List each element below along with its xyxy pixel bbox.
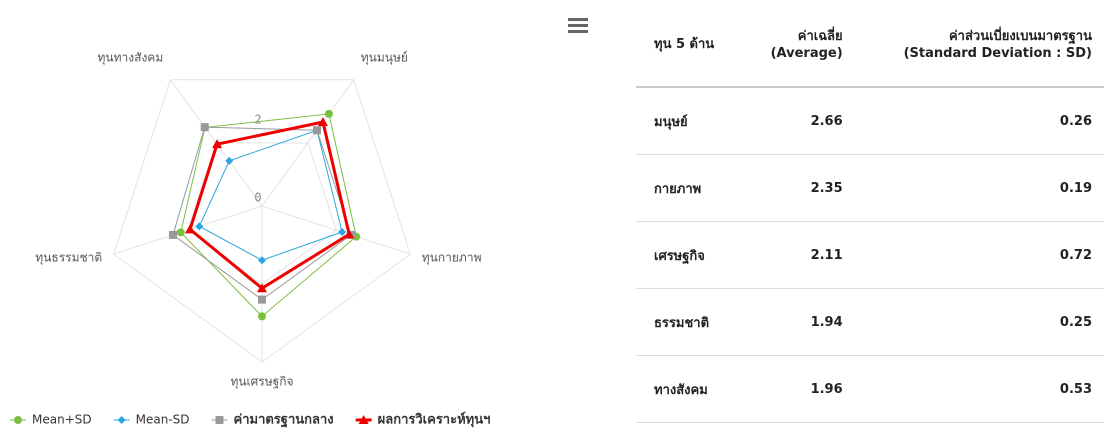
table-cell: 2.66 bbox=[741, 87, 855, 155]
table-row: เศรษฐกิจ 2.11 0.72 bbox=[636, 221, 1104, 289]
point bbox=[258, 295, 266, 304]
table-cell: 2.35 bbox=[741, 154, 855, 222]
header-text: ค่าเฉลี่ย bbox=[797, 29, 843, 44]
table-cell: 0.53 bbox=[854, 355, 1104, 423]
table-cell: เศรษฐกิจ bbox=[636, 221, 742, 289]
legend-item: ค่ามาตรฐานกลาง bbox=[211, 413, 334, 429]
series-line bbox=[188, 120, 351, 291]
series-line bbox=[180, 113, 357, 318]
legend-label: Mean+SD bbox=[32, 413, 92, 427]
table-header: ทุน 5 ด้าน ค่าเฉลี่ย (Average) ค่าส่วนเบี่ย… bbox=[636, 0, 1104, 88]
point bbox=[258, 312, 266, 321]
axis-label: ทุนกายภาพ bbox=[422, 250, 482, 265]
axis-label: ทุนธรรมชาติ bbox=[35, 250, 102, 265]
table-row: ธรรมชาติ 1.94 0.25 bbox=[636, 288, 1104, 356]
axis-label: ทุนมนุษย์ bbox=[361, 51, 408, 66]
legend-item: Mean+SD bbox=[10, 413, 92, 427]
table-row: ทางสังคม 1.96 0.53 bbox=[636, 355, 1104, 423]
point bbox=[338, 228, 347, 237]
point bbox=[200, 123, 209, 132]
spoke bbox=[261, 205, 411, 255]
legend-label: Mean-SD bbox=[136, 413, 190, 427]
legend-marker bbox=[14, 416, 22, 424]
summary-table: ทุน 5 ด้าน ค่าเฉลี่ย (Average) ค่าส่วนเบี่ย… bbox=[636, 0, 1104, 423]
point bbox=[324, 109, 333, 118]
table-cell: 0.72 bbox=[854, 221, 1104, 289]
table-cell: 0.26 bbox=[854, 87, 1104, 155]
point bbox=[176, 228, 185, 237]
point bbox=[185, 224, 196, 234]
point bbox=[317, 117, 328, 127]
header-text: (Average) bbox=[770, 46, 843, 61]
series-line bbox=[198, 129, 343, 261]
header-text: (Standard Deviation : SD) bbox=[903, 46, 1092, 61]
point bbox=[195, 222, 204, 231]
header-cell: ทุน 5 ด้าน bbox=[636, 0, 742, 88]
chart-menu-button[interactable] bbox=[568, 18, 588, 34]
point bbox=[257, 283, 267, 293]
table-cell: 0.19 bbox=[854, 154, 1104, 222]
table-row: มนุษย์ 2.66 0.26 bbox=[636, 87, 1104, 155]
point bbox=[344, 229, 355, 239]
legend-label: ค่ามาตรฐานกลาง bbox=[234, 413, 334, 429]
table-cell: กายภาพ bbox=[636, 154, 742, 222]
table-row: กายภาพ 2.35 0.19 bbox=[636, 154, 1104, 222]
header-text: ทุน 5 ด้าน bbox=[654, 36, 715, 52]
legend-item: ผลการวิเคราะห์ทุนฯ bbox=[355, 412, 491, 428]
legend-item: Mean-SD bbox=[113, 413, 190, 427]
outer-grid bbox=[113, 79, 411, 363]
table-cell: มนุษย์ bbox=[636, 87, 742, 155]
header-cell: ค่าเฉลี่ย (Average) bbox=[741, 0, 855, 88]
table-cell: 0.25 bbox=[854, 288, 1104, 356]
axis-label: ทุนทางสังคม bbox=[98, 51, 164, 66]
radial-tick-label: 0 bbox=[254, 191, 261, 205]
point bbox=[225, 156, 234, 165]
radial-tick-label: 2 bbox=[254, 113, 261, 127]
point bbox=[258, 256, 266, 265]
header-cell: ค่าส่วนเบี่ยงเบนมาตรฐาน (Standard Deviati… bbox=[854, 0, 1104, 88]
point bbox=[168, 230, 177, 239]
table-cell: ทางสังคม bbox=[636, 355, 742, 423]
table-cell: 2.11 bbox=[741, 221, 855, 289]
table-cell: 1.94 bbox=[741, 288, 855, 356]
legend-marker bbox=[358, 415, 369, 424]
table-cell: 1.96 bbox=[741, 355, 855, 423]
spoke bbox=[261, 79, 355, 207]
axis-label: ทุนเศรษฐกิจ bbox=[230, 375, 293, 390]
point bbox=[212, 139, 223, 149]
table-cell: ธรรมชาติ bbox=[636, 288, 742, 356]
header-text: ค่าส่วนเบี่ยงเบนมาตรฐาน bbox=[948, 29, 1092, 44]
legend-label: ผลการวิเคราะห์ทุนฯ bbox=[378, 412, 491, 428]
legend-marker bbox=[117, 416, 126, 424]
point bbox=[313, 126, 322, 135]
legend-marker bbox=[215, 416, 224, 424]
